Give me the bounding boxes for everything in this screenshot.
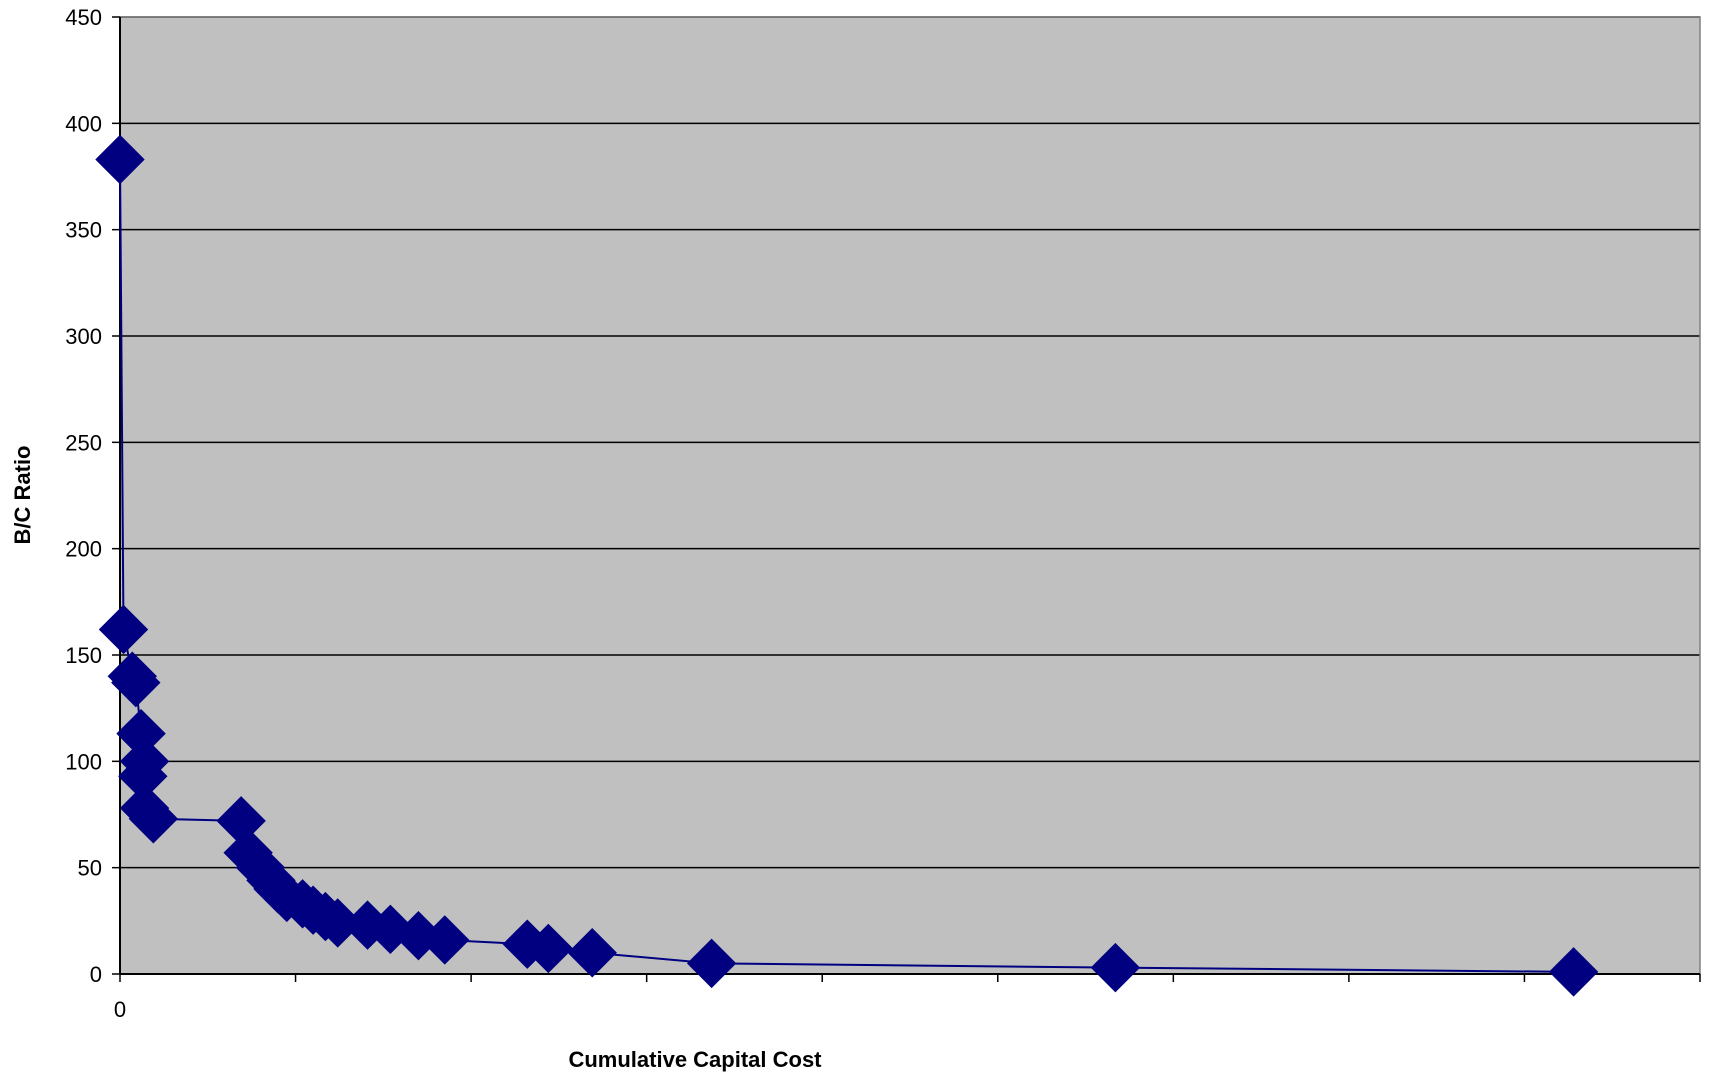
y-tick-label: 100 xyxy=(65,749,102,774)
ticks: 0 50 100 150 200 250 300 350 400 450 0 xyxy=(65,5,1701,1022)
data-point xyxy=(1090,942,1141,993)
data-point xyxy=(567,928,617,978)
y-tick-label: 250 xyxy=(65,430,102,455)
y-tick-label: 50 xyxy=(78,856,102,881)
data-point xyxy=(420,915,470,965)
y-tick-label: 350 xyxy=(65,218,102,243)
data-point xyxy=(523,923,574,974)
data-point xyxy=(128,794,179,844)
y-axis-title: B/C Ratio xyxy=(10,446,35,545)
y-tick-label: 400 xyxy=(65,111,102,136)
y-tick-label: 300 xyxy=(65,324,102,349)
data-point xyxy=(111,657,161,708)
y-tick-label: 450 xyxy=(65,5,102,30)
y-tick-label: 150 xyxy=(65,643,102,668)
data-point xyxy=(365,904,416,955)
data-point xyxy=(98,604,149,655)
plot-area xyxy=(120,17,1700,974)
x-axis-title: Cumulative Capital Cost xyxy=(568,1047,822,1072)
data-point xyxy=(686,938,737,989)
x-tick-label: 0 xyxy=(114,997,126,1022)
y-tick-label: 200 xyxy=(65,537,102,562)
data-point xyxy=(95,134,145,185)
data-point xyxy=(1548,947,1599,997)
y-tick-label: 0 xyxy=(90,962,102,987)
series-layer xyxy=(95,134,1599,997)
